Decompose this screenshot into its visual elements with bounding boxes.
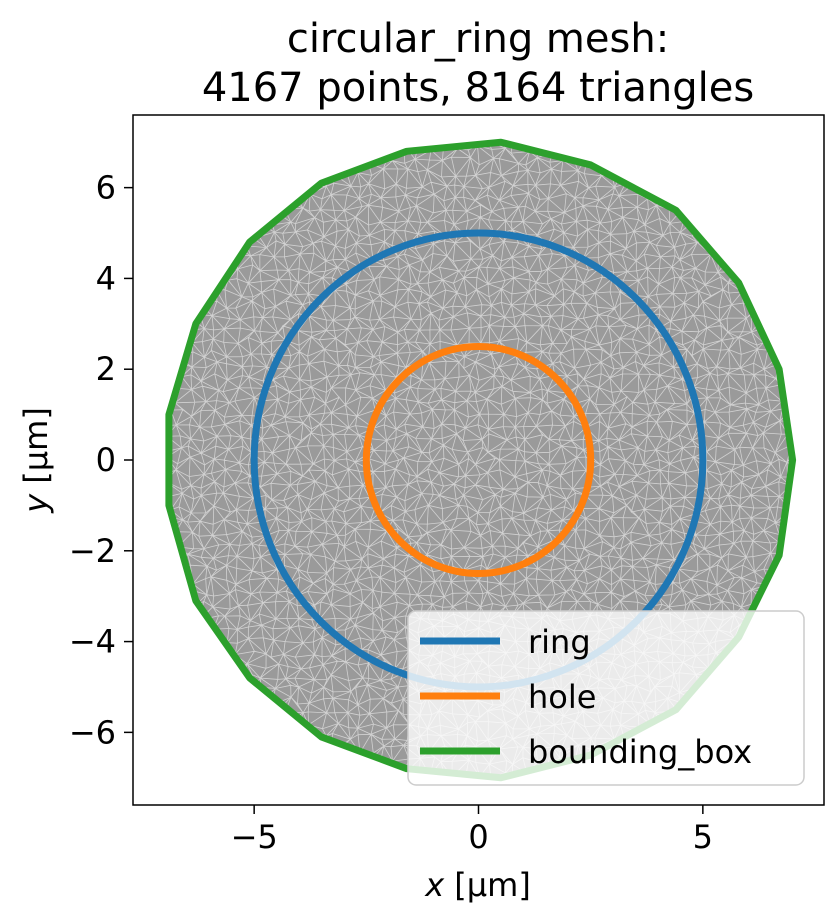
x-axis-label-unit: [µm] xyxy=(444,866,531,904)
x-tick-label: 0 xyxy=(468,818,488,856)
chart-title-line2: 4167 points, 8164 triangles xyxy=(202,65,754,111)
legend: ring hole bounding_box xyxy=(407,610,805,786)
y-axis-label-unit: [µm] xyxy=(17,407,55,494)
y-tick-label: −4 xyxy=(69,623,116,661)
x-tick-label: −5 xyxy=(231,818,278,856)
series-hole xyxy=(362,343,595,577)
x-axis-label-var: x xyxy=(424,866,445,904)
y-tick-label: 6 xyxy=(96,169,116,207)
legend-label-ring: ring xyxy=(528,623,591,661)
x-tick-label: 5 xyxy=(693,818,713,856)
y-tick-label: −6 xyxy=(69,713,116,751)
y-axis-label: y [µm] xyxy=(17,407,55,514)
y-tick-label: 0 xyxy=(96,441,116,479)
x-axis-ticks: −5 0 5 xyxy=(231,805,713,856)
y-tick-label: 2 xyxy=(96,350,116,388)
legend-label-bounding-box: bounding_box xyxy=(528,733,752,771)
legend-label-hole: hole xyxy=(528,678,596,716)
chart-title-line1: circular_ring mesh: xyxy=(287,16,669,62)
y-tick-label: −2 xyxy=(69,532,116,570)
y-axis-ticks: 6 4 2 0 −2 −4 −6 xyxy=(69,169,133,751)
y-axis-label-var: y xyxy=(17,493,55,514)
x-axis-label: x [µm] xyxy=(424,866,531,904)
y-tick-label: 4 xyxy=(96,259,116,297)
legend-box xyxy=(407,610,805,786)
